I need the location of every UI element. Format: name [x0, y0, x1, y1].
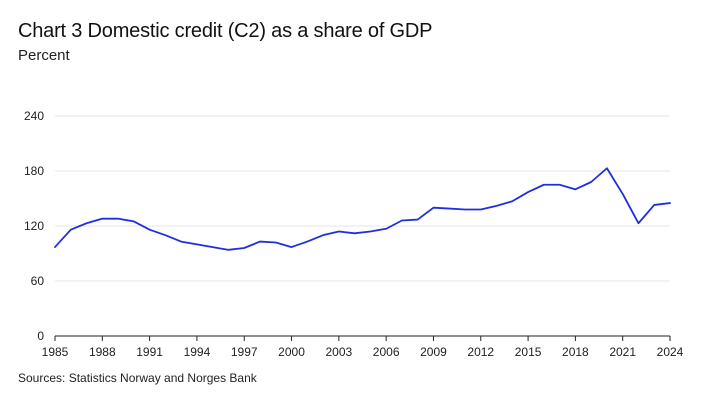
data-point: [621, 192, 624, 195]
data-point: [322, 234, 325, 237]
data-point: [337, 230, 340, 233]
data-point: [85, 222, 88, 225]
data-point: [243, 247, 246, 250]
data-point: [101, 217, 104, 220]
data-point: [511, 200, 514, 203]
x-tick-label: 2012: [467, 345, 494, 359]
x-tick-label: 2000: [278, 345, 305, 359]
series-line: [54, 167, 671, 251]
data-point: [558, 183, 561, 186]
data-point: [385, 227, 388, 230]
x-tick-label: 2024: [657, 345, 684, 359]
data-point: [605, 167, 608, 170]
data-point: [495, 204, 498, 207]
x-tick-label: 1988: [89, 345, 116, 359]
x-tick-label: 2003: [325, 345, 352, 359]
data-point: [180, 240, 183, 243]
data-point: [195, 243, 198, 246]
y-tick-label: 240: [24, 109, 44, 123]
data-point: [527, 191, 530, 194]
x-tick-label: 1991: [136, 345, 163, 359]
x-tick-label: 1997: [231, 345, 258, 359]
data-point: [464, 208, 467, 211]
data-point: [54, 246, 57, 249]
data-point: [590, 181, 593, 184]
chart-title: Chart 3 Domestic credit (C2) as a share …: [18, 20, 433, 42]
data-point: [353, 232, 356, 235]
data-point: [306, 240, 309, 243]
data-point: [669, 202, 672, 205]
data-point: [653, 203, 656, 206]
data-point: [211, 246, 214, 249]
data-point: [400, 219, 403, 222]
x-tick-label: 2006: [373, 345, 400, 359]
data-point: [448, 207, 451, 210]
y-tick-label: 60: [31, 274, 45, 288]
data-point: [164, 234, 167, 237]
data-point: [637, 222, 640, 225]
data-point: [416, 218, 419, 221]
data-point: [369, 230, 372, 233]
x-tick-label: 2015: [515, 345, 542, 359]
x-tick-label: 2021: [609, 345, 636, 359]
data-point: [69, 228, 72, 231]
x-tick-label: 1994: [184, 345, 211, 359]
data-point: [479, 208, 482, 211]
data-point: [148, 228, 151, 231]
data-point: [574, 188, 577, 191]
data-point: [227, 248, 230, 251]
data-point: [274, 241, 277, 244]
y-tick-label: 180: [24, 164, 44, 178]
data-point: [117, 217, 120, 220]
data-point: [132, 220, 135, 223]
data-point: [259, 240, 262, 243]
data-point: [542, 183, 545, 186]
x-tick-label: 1985: [42, 345, 69, 359]
x-tick-label: 2009: [420, 345, 447, 359]
x-tick-label: 2018: [562, 345, 589, 359]
data-point: [290, 246, 293, 249]
y-tick-label: 0: [37, 329, 44, 343]
chart-subtitle: Percent: [18, 47, 70, 64]
data-point: [432, 206, 435, 209]
y-tick-label: 120: [24, 219, 44, 233]
chart-source: Sources: Statistics Norway and Norges Ba…: [18, 371, 257, 385]
